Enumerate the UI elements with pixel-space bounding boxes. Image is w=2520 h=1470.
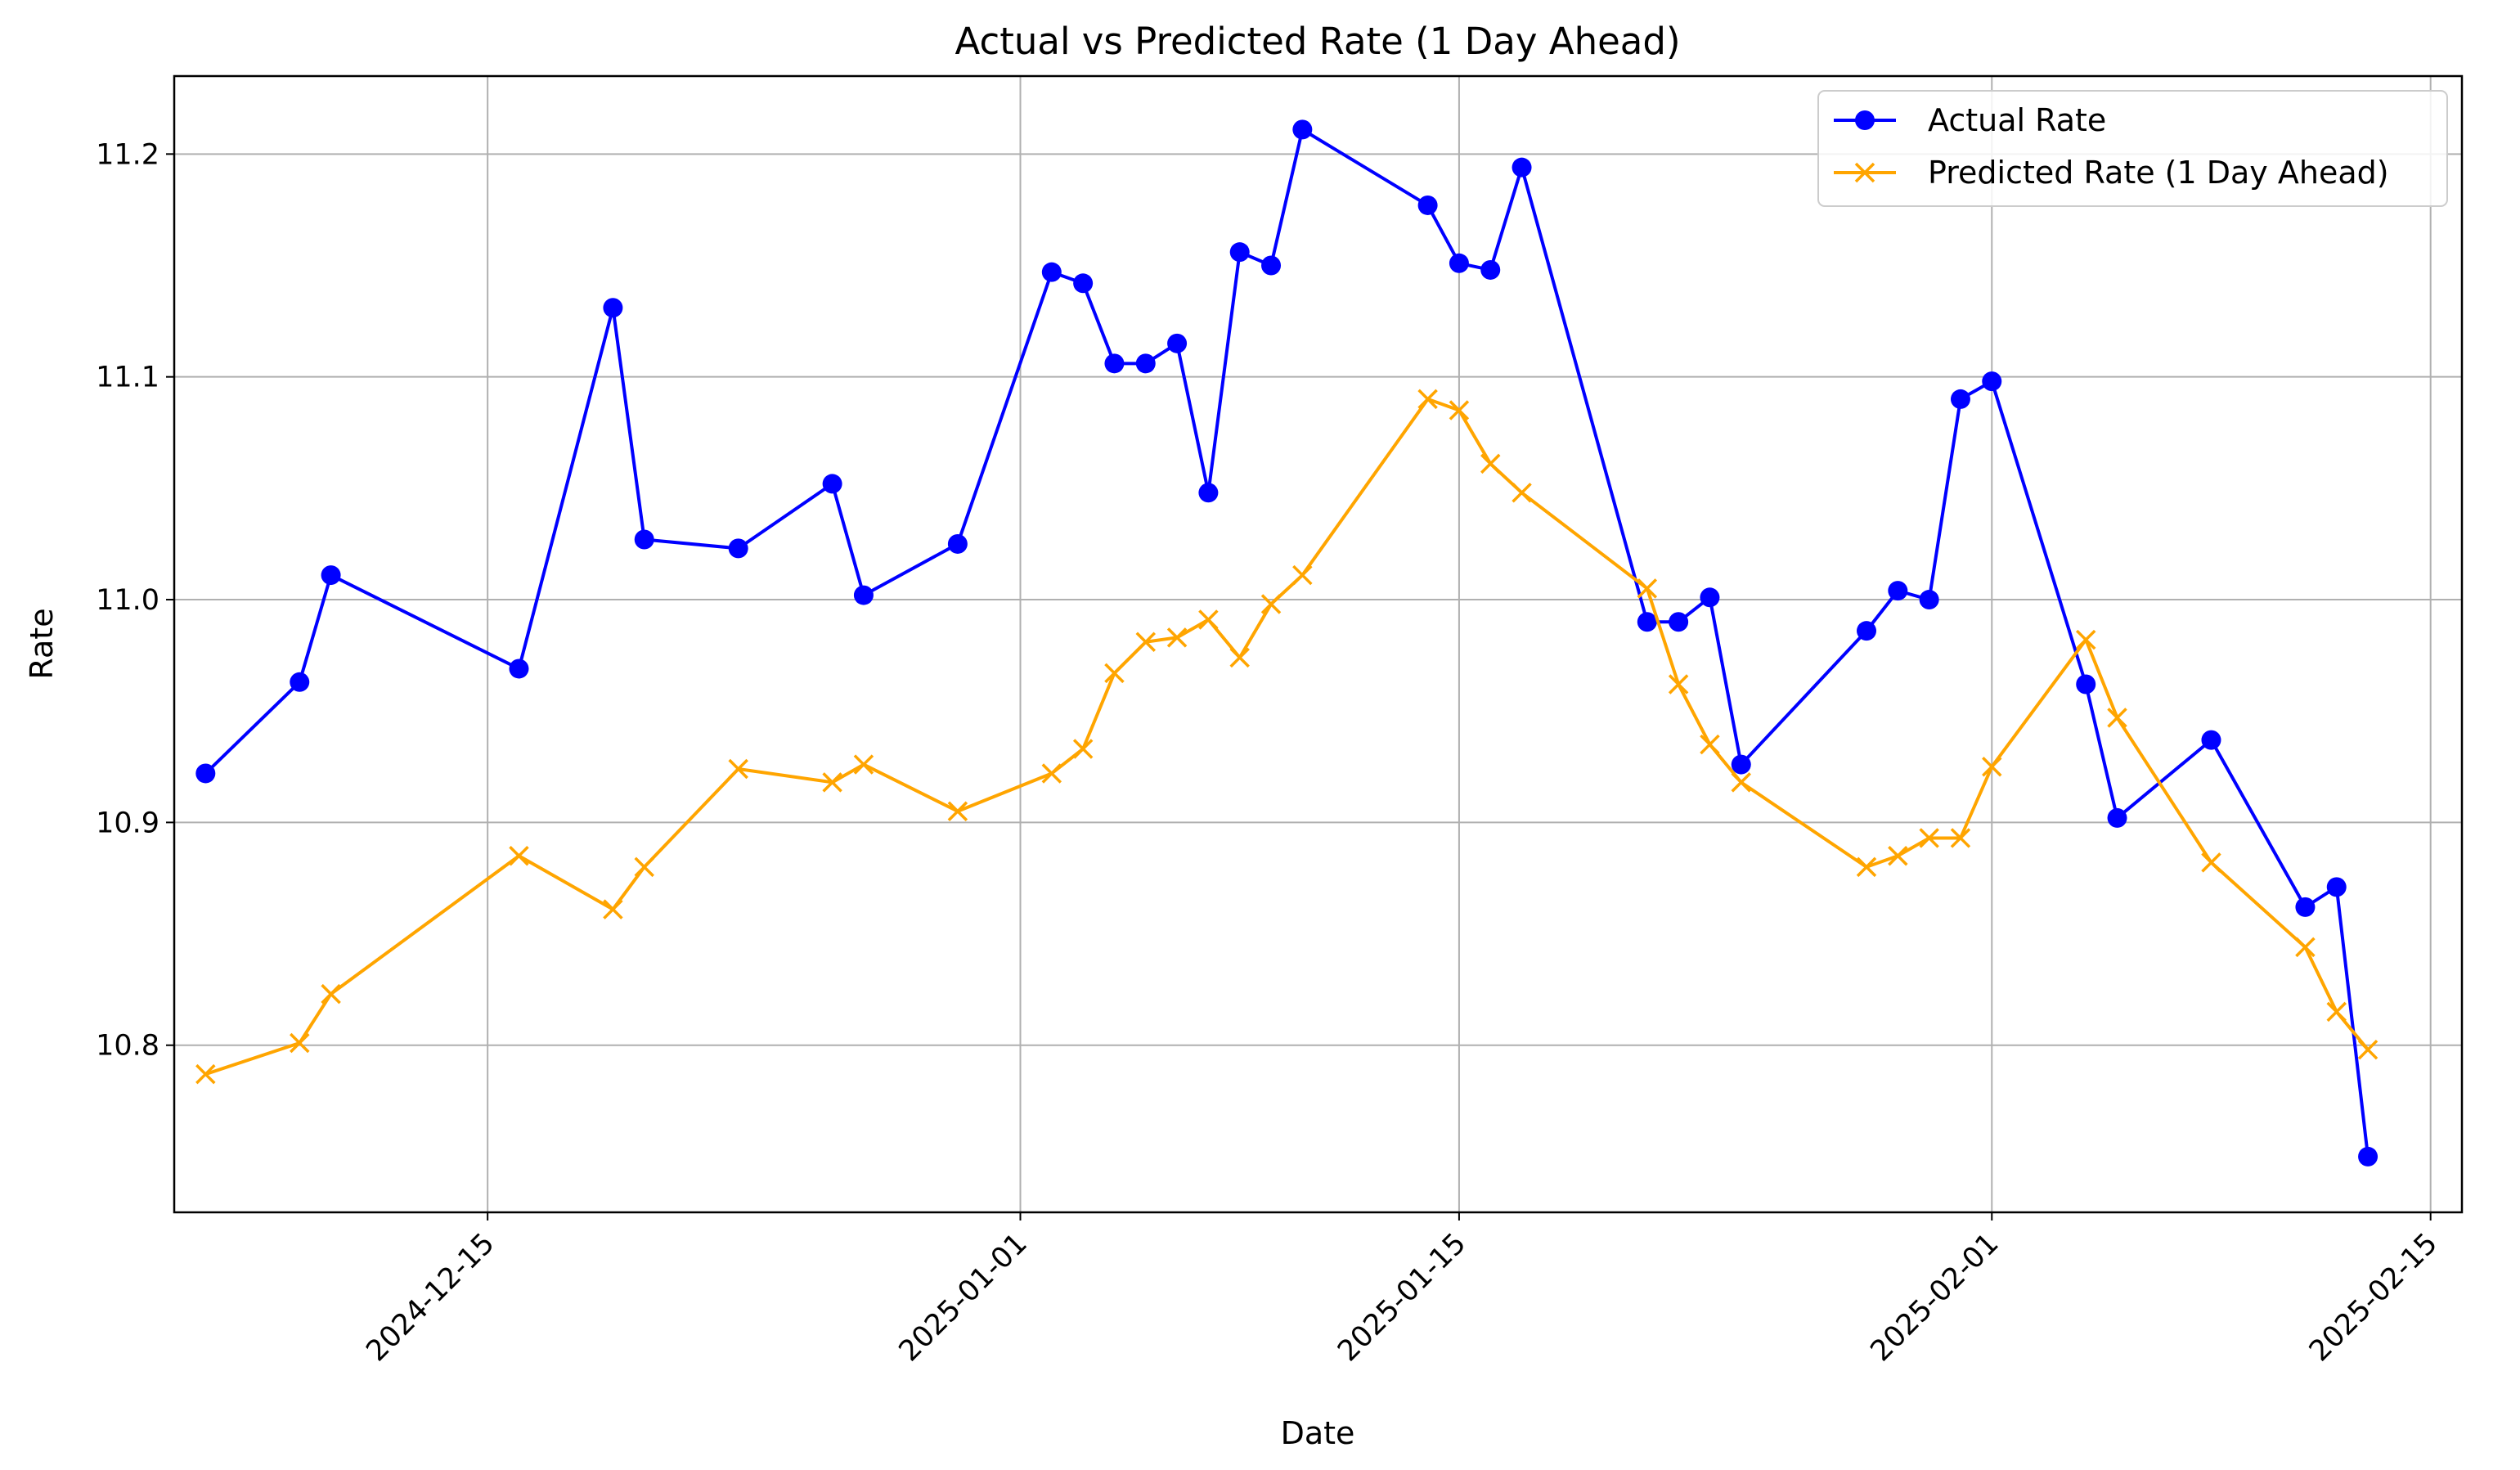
data-point <box>1668 674 1689 695</box>
data-point <box>1229 647 1250 668</box>
data-point <box>1073 273 1094 294</box>
data-point <box>2201 852 2221 873</box>
data-point <box>603 298 623 318</box>
data-point <box>2357 1039 2379 1060</box>
legend-label-predicted: Predicted Rate (1 Day Ahead) <box>1928 155 2389 191</box>
series-0 <box>195 119 2379 1167</box>
legend-marker-predicted <box>1854 162 1875 183</box>
data-point <box>2295 897 2316 917</box>
data-point <box>1261 255 1282 276</box>
data-point <box>822 772 842 793</box>
plot-frame <box>173 74 2464 1214</box>
data-point <box>1135 353 1156 374</box>
data-point <box>1417 195 1438 215</box>
series-1 <box>195 389 2379 1085</box>
data-point <box>947 533 968 554</box>
data-point <box>509 846 529 866</box>
data-point <box>1104 353 1125 374</box>
data-point <box>1950 389 1970 409</box>
data-point <box>1669 612 1689 632</box>
legend-box <box>1817 90 2448 207</box>
data-point <box>1167 333 1188 353</box>
y-tick-label: 11.1 <box>96 362 159 394</box>
data-point <box>1449 400 1470 420</box>
data-point <box>1041 763 1062 784</box>
data-point <box>634 856 654 878</box>
data-point <box>728 538 748 559</box>
data-point <box>321 565 341 586</box>
data-point <box>1417 389 1438 410</box>
data-point <box>1072 739 1094 759</box>
x-axis-label: Date <box>1281 1415 1355 1451</box>
data-point <box>1982 757 2002 777</box>
y-axis-label: Rate <box>24 608 60 679</box>
y-tick-label: 10.9 <box>96 807 159 839</box>
data-point <box>1041 262 1062 282</box>
data-point <box>1919 828 1939 848</box>
data-point <box>1637 578 1658 599</box>
data-point <box>1166 627 1188 648</box>
data-point <box>2107 807 2127 828</box>
data-point <box>1135 632 1157 653</box>
data-point <box>1292 119 1313 140</box>
data-point <box>290 1032 310 1054</box>
y-tick-label: 11.2 <box>96 138 159 171</box>
data-point <box>1700 587 1720 608</box>
data-point <box>1982 371 2002 392</box>
data-point <box>2326 1001 2347 1023</box>
data-point <box>195 763 216 784</box>
data-point <box>1449 253 1469 273</box>
data-point <box>1104 663 1125 684</box>
data-point <box>1512 157 1532 178</box>
chart-title: Actual vs Predicted Rate (1 Day Ahead) <box>955 20 1680 63</box>
data-point <box>853 585 874 605</box>
data-point <box>1637 612 1657 632</box>
data-point <box>195 1063 216 1085</box>
data-point <box>2295 937 2316 958</box>
data-point <box>1888 581 1908 601</box>
data-point <box>822 474 842 494</box>
data-point <box>1888 846 1908 866</box>
data-point <box>1480 453 1501 474</box>
data-point <box>509 659 529 679</box>
data-point <box>853 754 874 775</box>
data-point <box>2076 674 2096 695</box>
data-point <box>2107 708 2127 728</box>
data-point <box>1512 483 1532 503</box>
data-point <box>947 801 968 821</box>
data-point <box>1480 259 1501 280</box>
data-point <box>1857 621 1877 641</box>
legend-label-actual: Actual Rate <box>1928 102 2106 138</box>
data-point <box>1198 609 1219 630</box>
data-point <box>1919 590 1939 610</box>
data-point <box>1731 772 1751 793</box>
series-line <box>204 397 2370 1077</box>
data-point <box>728 758 748 780</box>
data-point <box>1700 734 1720 755</box>
data-point <box>2358 1146 2379 1167</box>
data-point <box>2326 877 2347 897</box>
y-tick-label: 11.0 <box>96 584 159 617</box>
data-point <box>1731 754 1751 775</box>
data-point <box>1198 483 1219 503</box>
data-point <box>1856 856 1877 878</box>
data-point <box>1292 564 1313 586</box>
data-point <box>1260 594 1282 614</box>
data-point <box>2201 730 2221 750</box>
legend-marker-actual <box>1855 110 1875 130</box>
series-layer <box>195 119 2379 1167</box>
data-point <box>634 529 654 550</box>
data-point <box>603 899 623 919</box>
data-point <box>2075 629 2096 650</box>
data-point <box>1229 242 1250 263</box>
y-tick-label: 10.8 <box>96 1030 159 1063</box>
legend: Actual Rate Predicted Rate (1 Day Ahead) <box>1817 90 2448 207</box>
data-point <box>321 983 341 1005</box>
data-point <box>290 672 310 692</box>
data-point <box>1950 828 1971 848</box>
